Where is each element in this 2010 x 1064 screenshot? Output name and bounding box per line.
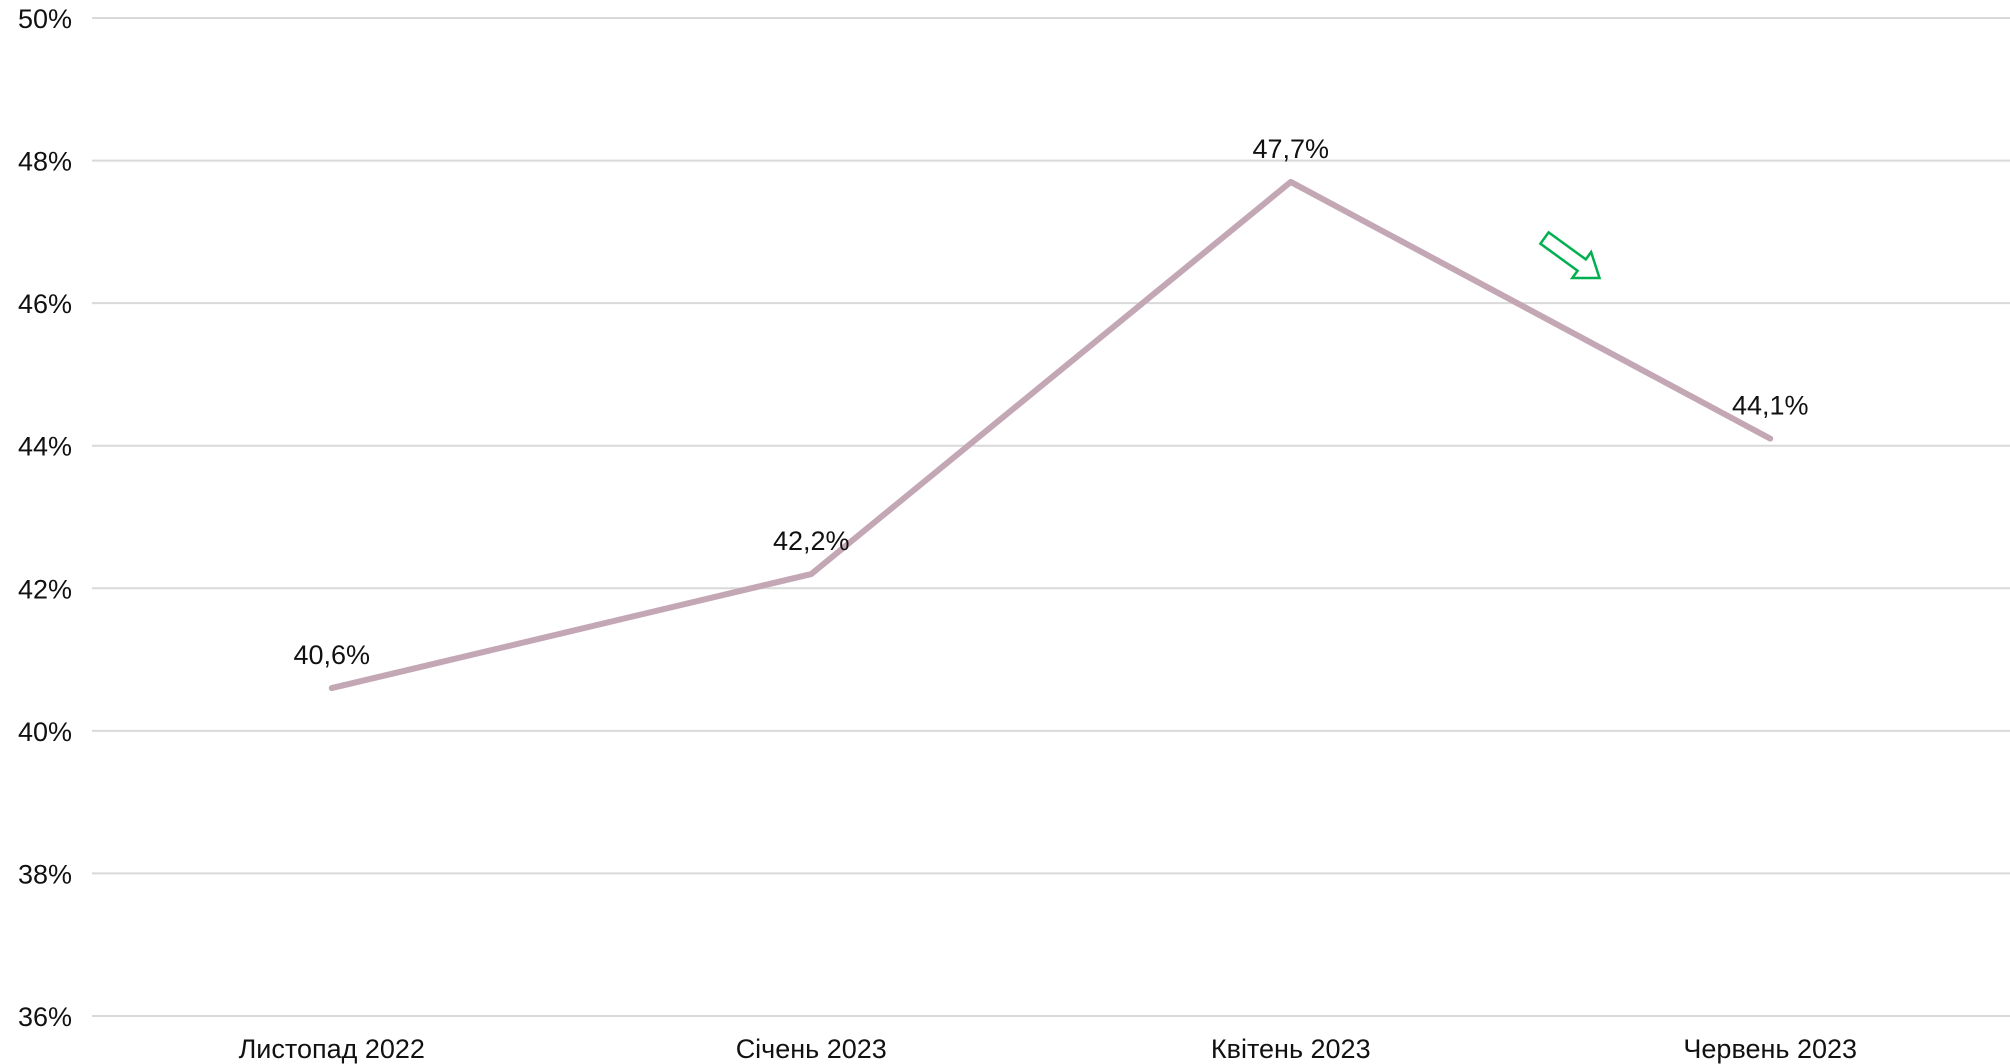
- data-labels: 40,6% 42,2% 47,7% 44,1%: [293, 134, 1808, 670]
- data-label: 40,6%: [293, 640, 370, 670]
- data-label: 47,7%: [1252, 134, 1329, 164]
- series-lines: [328, 178, 1774, 692]
- y-axis-tick-labels: 36% 38% 40% 42% 44% 46% 48% 50%: [18, 4, 72, 1032]
- annotations: [1538, 230, 1602, 280]
- y-tick-label: 44%: [18, 432, 72, 462]
- y-tick-label: 42%: [18, 574, 72, 604]
- data-label: 42,2%: [773, 526, 850, 556]
- y-tick-label: 48%: [18, 147, 72, 177]
- x-tick-label: Січень 2023: [736, 1034, 887, 1064]
- y-tick-label: 50%: [18, 4, 72, 34]
- x-tick-label: Квітень 2023: [1211, 1034, 1371, 1064]
- series-line: [328, 178, 1774, 692]
- y-tick-label: 40%: [18, 717, 72, 747]
- trend-arrow-shape: [1538, 230, 1602, 280]
- trend-down-arrow-icon: [1538, 230, 1602, 280]
- gridlines: [92, 17, 2010, 1017]
- x-axis-tick-labels: Листопад 2022 Січень 2023 Квітень 2023 Черв…: [239, 1034, 1857, 1064]
- data-label: 44,1%: [1732, 391, 1809, 421]
- y-tick-label: 38%: [18, 859, 72, 889]
- x-tick-label: Листопад 2022: [239, 1034, 425, 1064]
- y-tick-label: 46%: [18, 289, 72, 319]
- y-tick-label: 36%: [18, 1002, 72, 1032]
- x-tick-label: Червень 2023: [1683, 1034, 1857, 1064]
